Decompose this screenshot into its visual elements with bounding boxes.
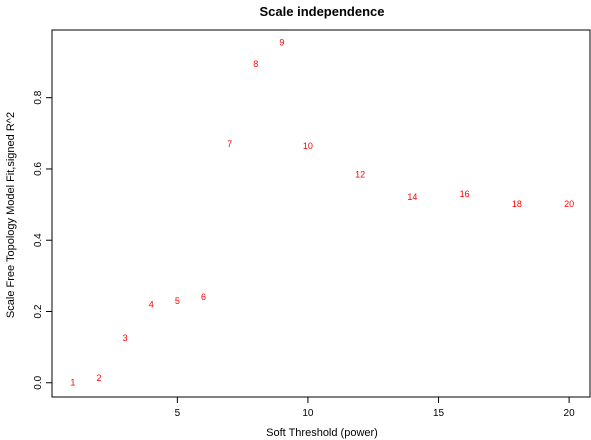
point-label-1: 1 <box>70 378 75 388</box>
point-label-2: 2 <box>97 373 102 383</box>
y-axis: 0.0 0.2 0.4 0.6 0.8 <box>33 90 52 390</box>
point-label-9: 9 <box>279 37 284 47</box>
point-label-16: 16 <box>460 189 470 199</box>
y-tick-label: 0.8 <box>33 90 44 104</box>
point-label-4: 4 <box>149 299 154 309</box>
point-label-10: 10 <box>303 141 313 151</box>
point-label-3: 3 <box>123 333 128 343</box>
point-label-20: 20 <box>564 199 574 209</box>
y-tick-label: 0.6 <box>33 162 44 176</box>
point-label-18: 18 <box>512 199 522 209</box>
y-axis-label: Scale Free Topology Model Fit,signed R^2 <box>5 112 17 318</box>
point-label-5: 5 <box>175 296 180 306</box>
x-axis-label: Soft Threshold (power) <box>266 427 378 439</box>
point-label-7: 7 <box>227 139 232 149</box>
chart-title: Scale independence <box>260 4 385 19</box>
point-label-6: 6 <box>201 292 206 302</box>
y-tick-label: 0.2 <box>33 304 44 318</box>
x-tick-label: 15 <box>433 408 445 419</box>
x-tick-label: 5 <box>175 408 181 419</box>
y-tick-label: 0.0 <box>33 375 44 389</box>
x-axis: 5 10 15 20 <box>175 397 576 419</box>
point-label-12: 12 <box>355 169 365 179</box>
y-tick-label: 0.4 <box>33 233 44 247</box>
plot-frame <box>51 29 591 398</box>
x-tick-label: 10 <box>302 408 314 419</box>
x-tick-label: 20 <box>564 408 576 419</box>
point-label-14: 14 <box>407 192 417 202</box>
point-label-8: 8 <box>253 59 258 69</box>
